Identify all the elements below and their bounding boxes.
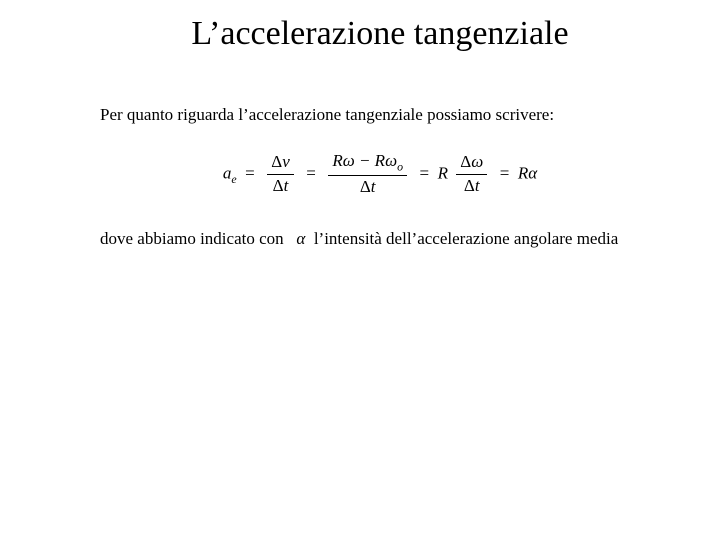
slide-title: L’accelerazione tangenziale [100,15,660,53]
slide-container: L’accelerazione tangenziale Per quanto r… [0,0,720,540]
eq-f2-num-sub: o [397,159,403,173]
eq-f2-den-delta: Δ [360,177,371,196]
eq-frac-1: Δv Δt [267,153,293,195]
closing-paragraph: dove abbiamo indicato con α l’intensità … [100,227,660,251]
eq-f1-num-v: v [282,152,290,171]
eq-frac-3: Δω Δt [456,153,487,195]
closing-pre: dove abbiamo indicato con [100,229,288,248]
intro-paragraph: Per quanto riguarda l’accelerazione tang… [100,103,660,127]
eq-f1-den-t: t [284,176,289,195]
eq-f3-den-t: t [475,176,480,195]
eq-mid-R: R [438,163,448,182]
eq-frac-2: Rω − Rωo Δt [328,152,407,197]
eq-f2-num: Rω − Rω [332,151,397,170]
eq-rhs: Rα [518,163,537,182]
eq-f3-num-delta: Δ [460,152,471,171]
eq-f2-den-t: t [371,177,376,196]
closing-alpha: α [296,229,305,248]
eq-f3-num-omega: ω [471,152,483,171]
eq-f3-den-delta: Δ [464,176,475,195]
eq-f1-num-delta: Δ [271,152,282,171]
equation: ae = Δv Δt = Rω − Rωo Δt = R Δω Δt = Rα [100,152,660,197]
eq-lhs-sub: e [231,172,236,186]
closing-post: l’intensità dell’accelerazione angolare … [314,229,618,248]
eq-f1-den-delta: Δ [273,176,284,195]
